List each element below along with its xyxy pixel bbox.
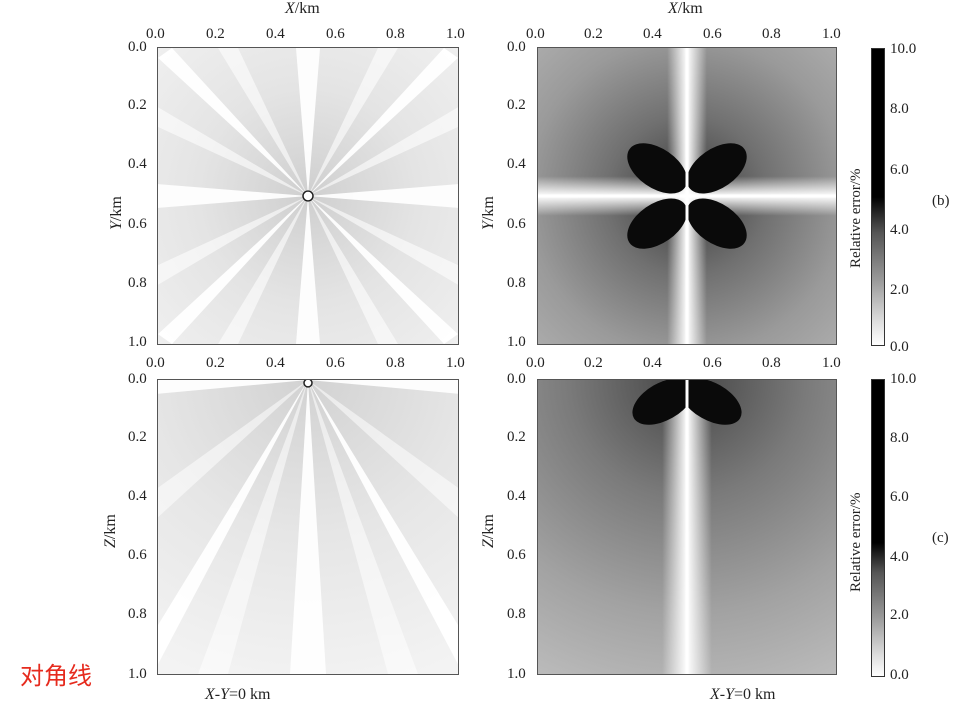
y-tick: 0.2 bbox=[507, 97, 526, 113]
error-map-b-right bbox=[537, 47, 837, 345]
y-tick: 0.8 bbox=[128, 606, 147, 622]
colorbar-tick: 0.0 bbox=[890, 339, 909, 355]
y-tick: 0.4 bbox=[507, 488, 526, 504]
x-tick: 0.4 bbox=[266, 355, 285, 371]
x-tick: 0.4 bbox=[266, 26, 285, 42]
x-tick: 0.2 bbox=[584, 355, 603, 371]
y-tick: 0.0 bbox=[128, 371, 147, 387]
x-tick: 0.0 bbox=[526, 355, 545, 371]
panel-letter-b: (b) bbox=[932, 193, 950, 209]
y-tick: 0.0 bbox=[128, 39, 147, 55]
y-tick: 0.6 bbox=[507, 547, 526, 563]
x-tick: 0.2 bbox=[206, 26, 225, 42]
colorbar-tick: 2.0 bbox=[890, 282, 909, 298]
x-tick: 0.8 bbox=[762, 355, 781, 371]
y-tick: 1.0 bbox=[507, 666, 526, 682]
colorbar-tick: 6.0 bbox=[890, 489, 909, 505]
y-axis-label-c-right: Z/km bbox=[480, 514, 497, 548]
y-tick: 0.2 bbox=[128, 429, 147, 445]
colorbar-tick: 4.0 bbox=[890, 549, 909, 565]
bottom-label-right: X-Y=0 km bbox=[710, 686, 776, 703]
colorbar-tick: 6.0 bbox=[890, 162, 909, 178]
y-tick: 0.6 bbox=[128, 216, 147, 232]
y-axis-label-b-right: Y/km bbox=[480, 196, 497, 230]
colorbar-tick: 4.0 bbox=[890, 222, 909, 238]
y-axis-label-c-left: Z/km bbox=[102, 514, 119, 548]
error-map-c-right bbox=[537, 379, 837, 675]
y-tick: 0.4 bbox=[507, 156, 526, 172]
x-tick: 0.6 bbox=[703, 355, 722, 371]
x-tick: 0.8 bbox=[386, 26, 405, 42]
error-map-b-left bbox=[157, 47, 459, 345]
x-tick: 0.6 bbox=[703, 26, 722, 42]
y-tick: 0.0 bbox=[507, 39, 526, 55]
x-axis-label-top-left: X/km bbox=[285, 0, 320, 17]
y-tick: 1.0 bbox=[507, 334, 526, 350]
x-tick: 1.0 bbox=[822, 355, 841, 371]
x-tick: 0.0 bbox=[526, 26, 545, 42]
y-tick: 0.2 bbox=[128, 97, 147, 113]
colorbar-b bbox=[871, 48, 885, 346]
bottom-label-left: X-Y=0 km bbox=[205, 686, 271, 703]
y-tick: 0.4 bbox=[128, 156, 147, 172]
colorbar-c-label: Relative error/% bbox=[848, 492, 864, 592]
y-tick: 1.0 bbox=[128, 666, 147, 682]
x-tick: 1.0 bbox=[446, 26, 465, 42]
y-tick: 0.0 bbox=[507, 371, 526, 387]
y-tick: 0.8 bbox=[128, 275, 147, 291]
colorbar-tick: 10.0 bbox=[890, 41, 917, 57]
error-map-c-left bbox=[157, 379, 459, 675]
y-tick: 0.8 bbox=[507, 275, 526, 291]
x-tick: 0.4 bbox=[643, 355, 662, 371]
y-tick: 0.6 bbox=[128, 547, 147, 563]
x-tick: 0.8 bbox=[762, 26, 781, 42]
colorbar-tick: 2.0 bbox=[890, 607, 909, 623]
x-tick: 0.0 bbox=[146, 26, 165, 42]
x-tick: 0.6 bbox=[326, 355, 345, 371]
colorbar-tick: 10.0 bbox=[890, 371, 917, 387]
x-tick: 0.0 bbox=[146, 355, 165, 371]
x-tick: 0.6 bbox=[326, 26, 345, 42]
y-tick: 0.2 bbox=[507, 429, 526, 445]
y-tick: 0.4 bbox=[128, 488, 147, 504]
colorbar-b-label: Relative error/% bbox=[848, 168, 864, 268]
colorbar-tick: 8.0 bbox=[890, 430, 909, 446]
y-tick: 0.6 bbox=[507, 216, 526, 232]
colorbar-tick: 0.0 bbox=[890, 667, 909, 683]
diagonal-annotation: 对角线 bbox=[20, 662, 92, 690]
panel-letter-c: (c) bbox=[932, 530, 949, 546]
y-axis-label-b-left: Y/km bbox=[108, 196, 125, 230]
x-axis-label-top-right: X/km bbox=[668, 0, 703, 17]
colorbar-tick: 8.0 bbox=[890, 101, 909, 117]
x-tick: 0.8 bbox=[386, 355, 405, 371]
x-tick: 1.0 bbox=[446, 355, 465, 371]
colorbar-c bbox=[871, 379, 885, 677]
x-tick: 1.0 bbox=[822, 26, 841, 42]
x-tick: 0.4 bbox=[643, 26, 662, 42]
y-tick: 0.8 bbox=[507, 606, 526, 622]
x-tick: 0.2 bbox=[584, 26, 603, 42]
x-tick: 0.2 bbox=[206, 355, 225, 371]
y-tick: 1.0 bbox=[128, 334, 147, 350]
